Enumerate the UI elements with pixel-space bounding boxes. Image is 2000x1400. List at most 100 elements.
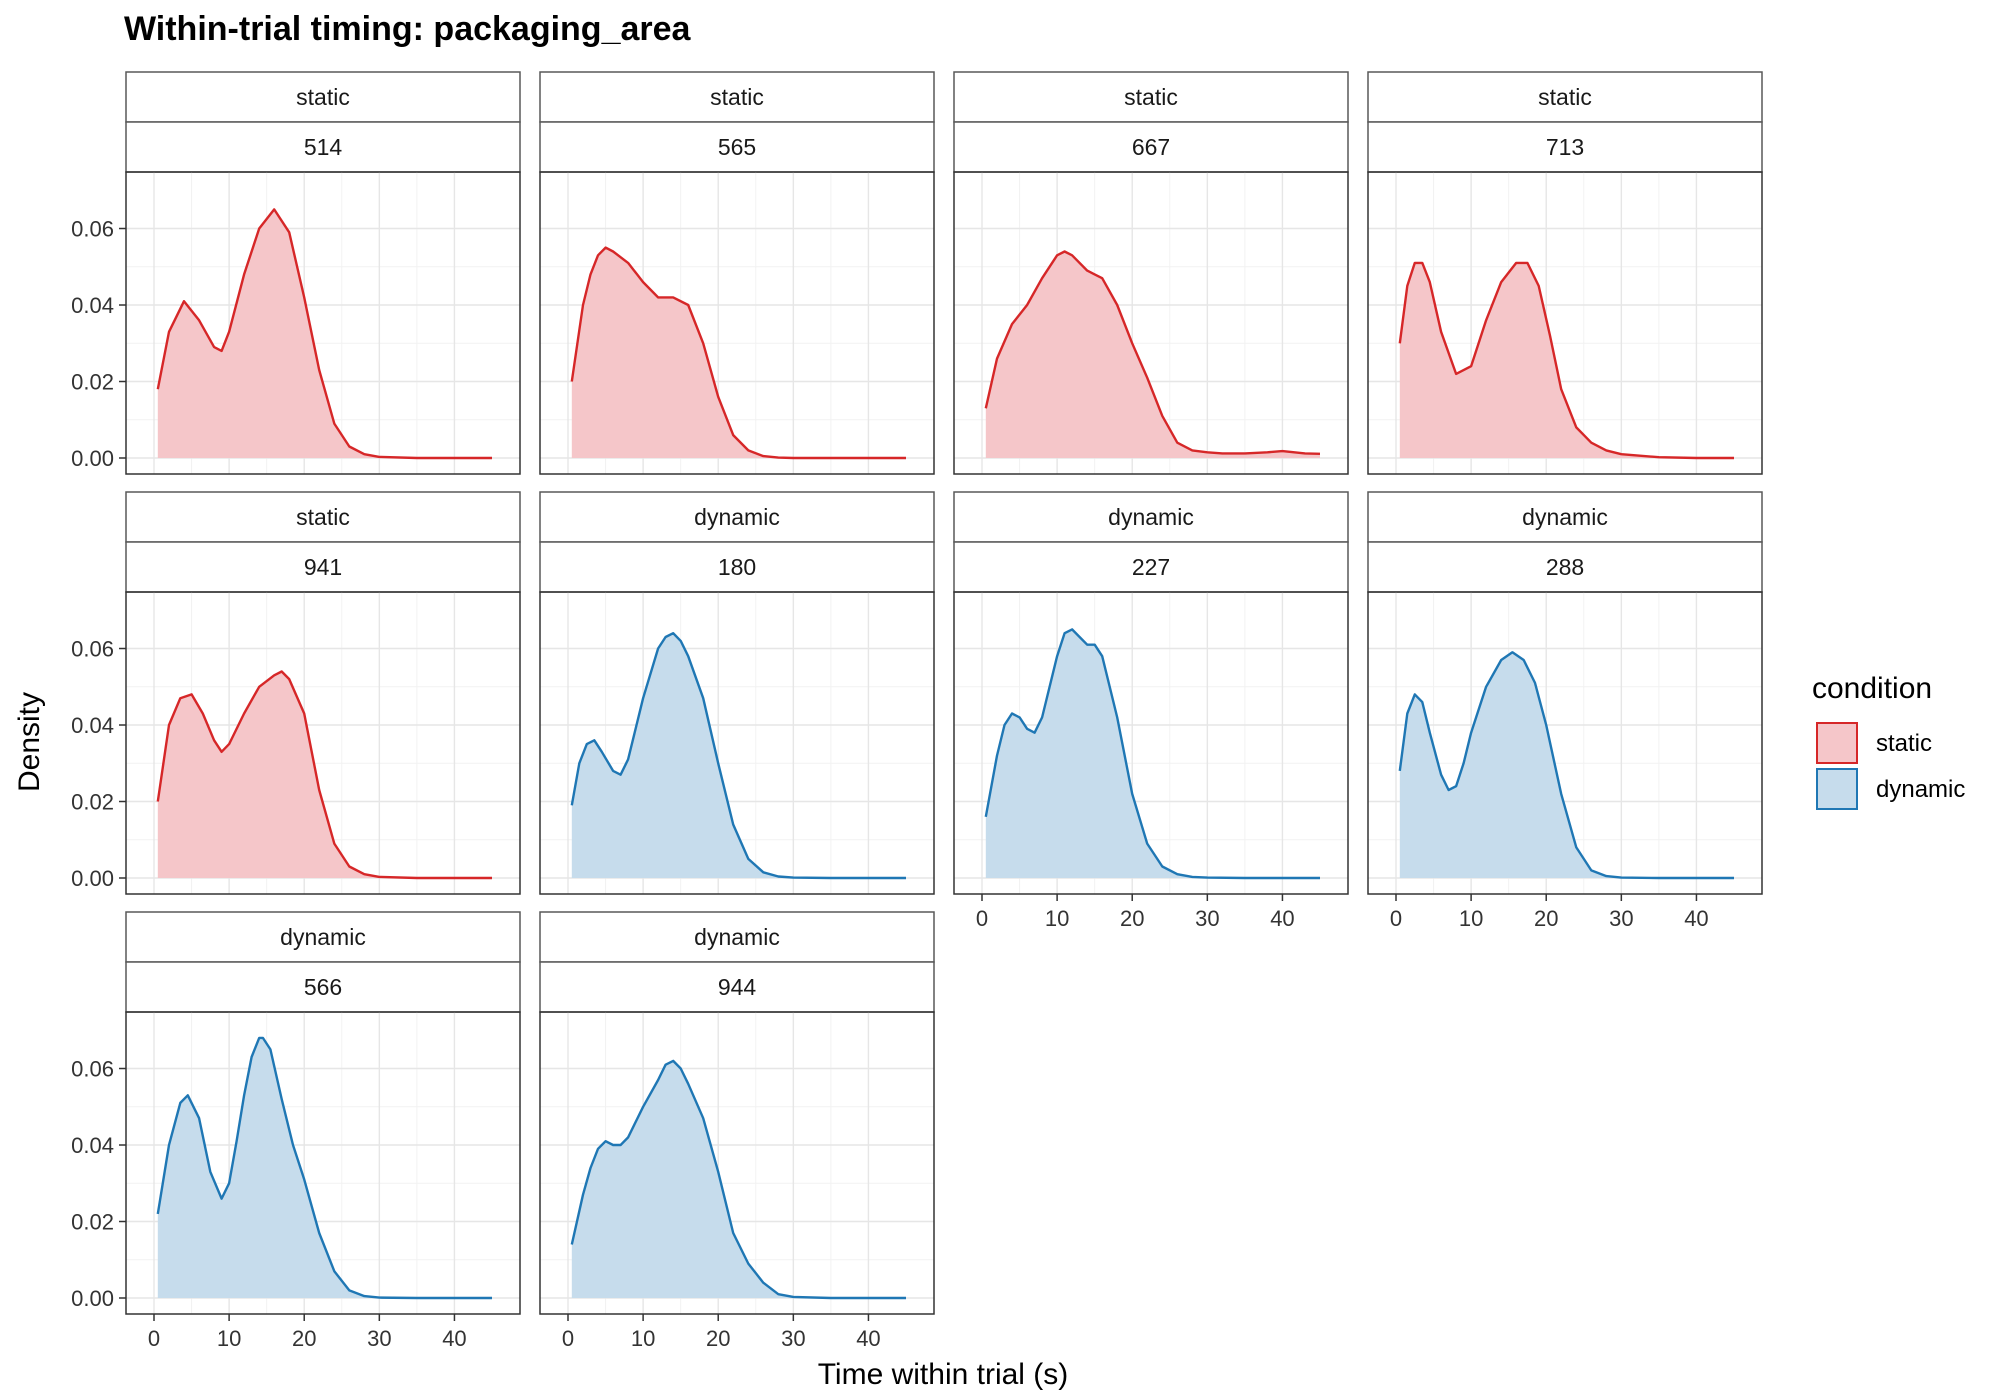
density-line xyxy=(570,246,906,460)
facet-strip-id xyxy=(125,541,521,593)
facet-strip-condition-label: dynamic xyxy=(280,924,366,950)
facet-panel: static 514 0.00 0.02 0.04 0.06 xyxy=(71,71,521,475)
legend-key-static xyxy=(1816,722,1858,764)
x-tick-label: 40 xyxy=(442,1326,466,1351)
facet-panel: static 667 xyxy=(953,71,1349,475)
facet-strip-id xyxy=(953,121,1349,173)
facet-panel: dynamic 288 0 10 20 30 40 xyxy=(1367,491,1763,931)
facet-strip-condition-label: static xyxy=(710,84,764,110)
x-tick-label: 20 xyxy=(292,1326,316,1351)
x-tick-label: 30 xyxy=(781,1326,805,1351)
y-tick-label: 0.02 xyxy=(71,1210,114,1235)
facet-strip-id-label: 941 xyxy=(304,554,342,580)
facet-strip-id-label: 227 xyxy=(1132,554,1170,580)
facet-strip-id xyxy=(539,541,935,593)
facet-strip-condition-label: dynamic xyxy=(694,924,780,950)
facet-strip-condition-label: dynamic xyxy=(694,504,780,530)
facet-strip-id xyxy=(1367,541,1763,593)
x-tick-label: 0 xyxy=(562,1326,574,1351)
facet-strip-condition xyxy=(1367,71,1763,123)
x-tick-label: 40 xyxy=(1270,906,1294,931)
density-line xyxy=(984,628,1320,880)
x-axis-title: Time within trial (s) xyxy=(817,1358,1069,1391)
facet-strip-id xyxy=(1367,121,1763,173)
x-tick-label: 10 xyxy=(1045,906,1069,931)
facet-strip-id xyxy=(539,121,935,173)
density-area xyxy=(1399,652,1734,878)
y-axis-title: Density xyxy=(13,691,46,793)
facet-strip-condition-label: static xyxy=(1124,84,1178,110)
facet-strip-condition xyxy=(125,911,521,963)
facet-strip-condition xyxy=(539,71,935,123)
y-tick-label: 0.02 xyxy=(71,790,114,815)
facet-strip-id-label: 944 xyxy=(718,974,757,1000)
density-line xyxy=(156,1036,492,1300)
facet-strip-condition xyxy=(953,71,1349,123)
y-tick-label: 0.04 xyxy=(71,293,114,318)
facet-strip-id-label: 514 xyxy=(304,134,343,160)
legend-label-static: static xyxy=(1876,730,1933,757)
facet-panel: dynamic 180 xyxy=(539,491,935,895)
y-tick-label: 0.02 xyxy=(71,370,114,395)
chart-title: Within-trial timing: packaging_area xyxy=(124,10,691,48)
panel-border xyxy=(539,171,935,475)
facet-panel: dynamic 566 0.00 0.02 0.04 0.06 0 10 20 30 40 xyxy=(71,911,521,1351)
density-area xyxy=(157,671,493,878)
facet-panel: dynamic 227 0 10 20 30 40 xyxy=(953,491,1349,931)
facet-strip-id xyxy=(953,541,1349,593)
x-tick-label: 10 xyxy=(217,1326,241,1351)
density-area xyxy=(985,251,1320,458)
x-tick-label: 30 xyxy=(1195,906,1219,931)
x-tick-label: 0 xyxy=(1390,906,1402,931)
facet-panel: static 941 0.00 0.02 0.04 0.06 xyxy=(71,491,521,895)
density-line xyxy=(570,1059,906,1300)
facet-strip-id xyxy=(539,961,935,1013)
y-tick-label: 0.06 xyxy=(71,1057,114,1082)
density-area xyxy=(157,209,493,458)
x-tick-label: 40 xyxy=(856,1326,880,1351)
facet-strip-condition-label: dynamic xyxy=(1522,504,1608,530)
facet-strip-condition xyxy=(1367,491,1763,543)
y-tick-label: 0.00 xyxy=(71,446,114,471)
density-line xyxy=(1398,261,1734,460)
x-tick-label: 10 xyxy=(1459,906,1483,931)
legend-title: condition xyxy=(1812,672,1933,705)
panel-border xyxy=(1367,171,1763,475)
density-area xyxy=(1399,262,1734,458)
density-area xyxy=(985,629,1320,878)
facet-panel: dynamic 944 0 10 20 30 40 xyxy=(539,911,935,1351)
facet-strip-condition-label: static xyxy=(296,504,350,530)
x-tick-label: 10 xyxy=(631,1326,655,1351)
facet-strip-id-label: 713 xyxy=(1546,134,1584,160)
facet-strip-id xyxy=(125,121,521,173)
density-line xyxy=(156,670,492,880)
x-tick-label: 0 xyxy=(148,1326,160,1351)
x-tick-label: 20 xyxy=(706,1326,730,1351)
panel-border xyxy=(125,591,521,895)
density-area xyxy=(571,1060,906,1298)
x-tick-label: 30 xyxy=(367,1326,391,1351)
facet-strip-condition-label: static xyxy=(1538,84,1592,110)
x-tick-label: 20 xyxy=(1120,906,1144,931)
legend-label-dynamic: dynamic xyxy=(1876,776,1966,803)
facet-strip-condition xyxy=(125,71,521,123)
y-tick-label: 0.00 xyxy=(71,866,114,891)
density-line xyxy=(1398,651,1734,880)
facet-strip-id-label: 565 xyxy=(718,134,756,160)
panel-border xyxy=(953,171,1349,475)
panel-border xyxy=(1367,591,1763,895)
y-tick-label: 0.04 xyxy=(71,713,114,738)
facet-strip-condition xyxy=(539,491,935,543)
x-tick-label: 20 xyxy=(1534,906,1558,931)
x-tick-label: 30 xyxy=(1609,906,1633,931)
facet-strip-id-label: 180 xyxy=(718,554,756,580)
density-line xyxy=(570,632,906,880)
facet-strip-id-label: 288 xyxy=(1546,554,1584,580)
legend-key-dynamic xyxy=(1816,768,1858,810)
facet-panel: static 565 xyxy=(539,71,935,475)
panel-border xyxy=(953,591,1349,895)
panel-border xyxy=(539,1011,935,1315)
density-line xyxy=(156,208,492,460)
y-tick-label: 0.04 xyxy=(71,1133,114,1158)
